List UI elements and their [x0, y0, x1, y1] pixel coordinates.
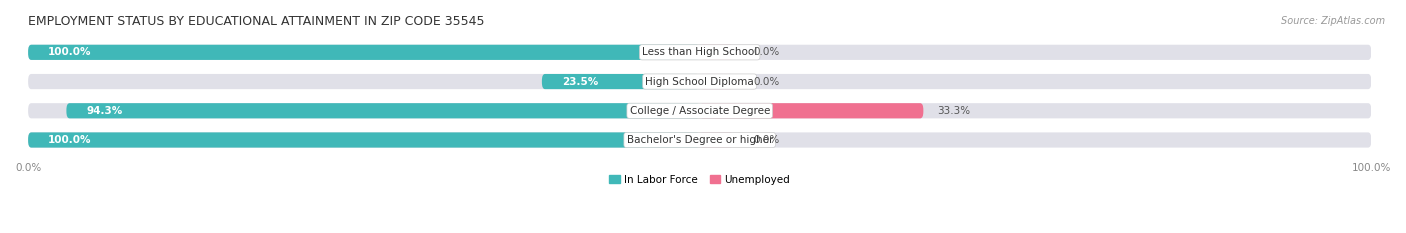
FancyBboxPatch shape	[700, 103, 924, 118]
FancyBboxPatch shape	[66, 103, 700, 118]
Text: Source: ZipAtlas.com: Source: ZipAtlas.com	[1281, 16, 1385, 26]
Text: 23.5%: 23.5%	[562, 77, 599, 86]
Text: High School Diploma: High School Diploma	[645, 77, 754, 86]
FancyBboxPatch shape	[28, 74, 1371, 89]
FancyBboxPatch shape	[541, 74, 700, 89]
Legend: In Labor Force, Unemployed: In Labor Force, Unemployed	[605, 171, 794, 189]
Text: Bachelor's Degree or higher: Bachelor's Degree or higher	[627, 135, 773, 145]
Text: 100.0%: 100.0%	[48, 47, 91, 57]
Text: 0.0%: 0.0%	[754, 77, 780, 86]
Text: 0.0%: 0.0%	[754, 135, 780, 145]
Text: Less than High School: Less than High School	[643, 47, 758, 57]
FancyBboxPatch shape	[28, 103, 1371, 118]
FancyBboxPatch shape	[700, 132, 734, 147]
FancyBboxPatch shape	[28, 132, 1371, 147]
Text: 100.0%: 100.0%	[48, 135, 91, 145]
FancyBboxPatch shape	[28, 45, 1371, 60]
Text: 33.3%: 33.3%	[936, 106, 970, 116]
Text: 0.0%: 0.0%	[754, 47, 780, 57]
Text: EMPLOYMENT STATUS BY EDUCATIONAL ATTAINMENT IN ZIP CODE 35545: EMPLOYMENT STATUS BY EDUCATIONAL ATTAINM…	[28, 15, 485, 28]
FancyBboxPatch shape	[28, 132, 700, 147]
FancyBboxPatch shape	[28, 45, 700, 60]
Text: 94.3%: 94.3%	[87, 106, 122, 116]
Text: College / Associate Degree: College / Associate Degree	[630, 106, 770, 116]
FancyBboxPatch shape	[700, 74, 734, 89]
FancyBboxPatch shape	[700, 45, 734, 60]
